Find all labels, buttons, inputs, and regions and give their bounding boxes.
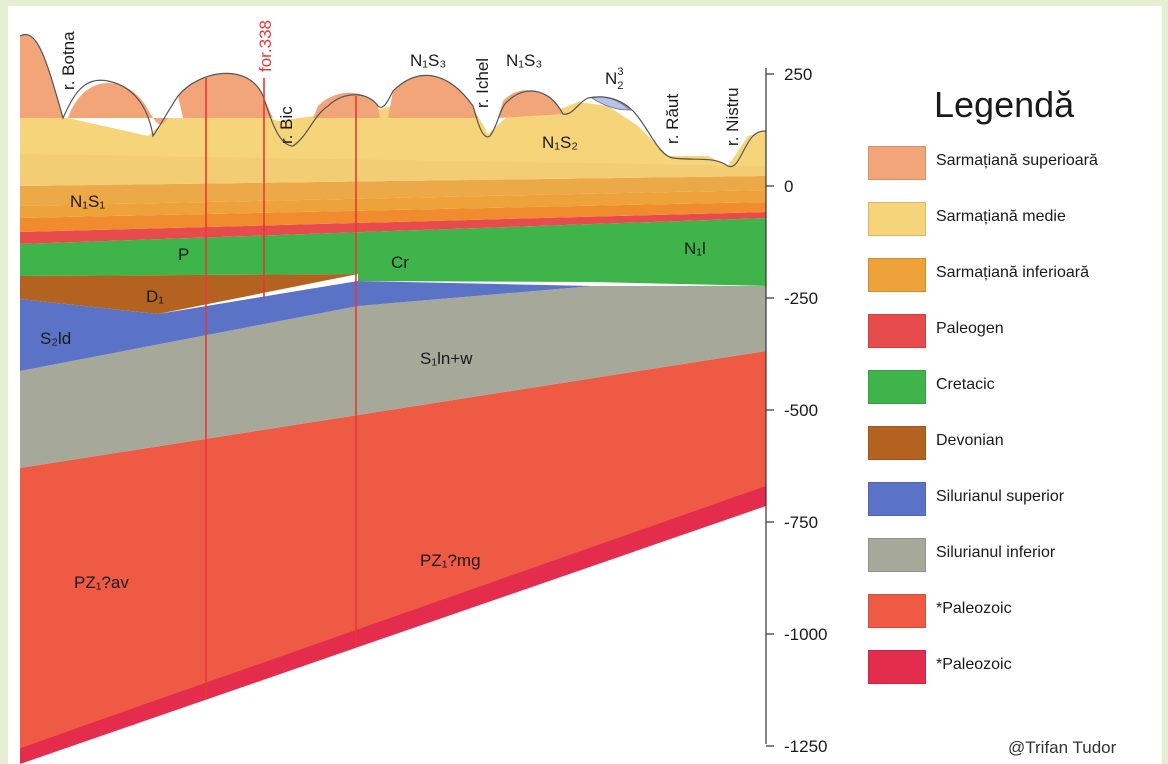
legend-label: *Paleozoic [936,600,1012,617]
topography-line [19,33,767,168]
legend-label: Sarmațiană inferioară [936,264,1089,281]
legend-swatch [868,202,926,236]
label-n1l: N₁l [684,239,706,258]
sarmatian-upper [20,34,563,125]
label-p: P [178,245,189,264]
legend-item: Silurianul inferior [868,538,1158,594]
axis-tick-label: -250 [784,289,818,308]
legend-item: Sarmațiană medie [868,202,1158,258]
legend-label: Sarmațiană superioară [936,152,1098,169]
devonian [20,274,358,314]
legend-swatch [868,650,926,684]
legend-item: Sarmațiană superioară [868,146,1158,202]
legend-label: Silurianul inferior [936,544,1056,561]
legend-items: Sarmațiană superioară Sarmațiană medie Sar… [868,146,1158,706]
figure-frame: N₁S₃ N₁S₃ N23 N₁S₂ N₁S₁ P Cr N₁l D₁ S₂ld… [8,6,1162,764]
legend-item: *Paleozoic [868,594,1158,650]
legend-swatch [868,258,926,292]
label-n1s2: N₁S₂ [542,133,578,152]
author-credit: @Trifan Tudor [1008,738,1117,757]
legend-title: Legendă [934,84,1075,125]
legend: Legendă Sarmațiană superioară Sarmațiană … [868,84,1158,706]
legend-swatch [868,594,926,628]
legend-swatch [868,314,926,348]
label-pz1mg: PZ₁?mg [420,551,481,570]
river-label-ichel: r. Ichel [473,58,492,108]
legend-item: Paleogen [868,314,1158,370]
legend-swatch [868,146,926,180]
legend-label: *Paleozoic [936,656,1012,673]
legend-swatch [868,538,926,572]
label-n1s1: N₁S₁ [70,192,105,211]
label-s1lnw: S₁ln+w [420,349,473,368]
legend-label: Paleogen [936,320,1004,337]
legend-item: Silurianul superior [868,482,1158,538]
legend-swatch [868,482,926,516]
borehole-label: for.338 [256,20,275,72]
elevation-axis-ticks: 250 0 -250 -500 -750 -1000 -1250 [766,65,827,756]
axis-tick-label: -500 [784,401,818,420]
legend-item: *Paleozoic [868,650,1158,706]
legend-swatch [868,426,926,460]
river-label-bic: r. Bic [277,106,296,144]
label-pz1av: PZ₁?av [74,573,129,592]
legend-item: Sarmațiană inferioară [868,258,1158,314]
axis-tick-label: -1000 [784,625,827,644]
geological-cross-section: N₁S₃ N₁S₃ N23 N₁S₂ N₁S₁ P Cr N₁l D₁ S₂ld… [19,20,827,764]
silurian-upper [20,281,593,371]
legend-item: Cretacic [868,370,1158,426]
label-cr: Cr [391,253,409,272]
axis-tick-label: 0 [784,177,793,196]
legend-label: Silurianul superior [936,488,1065,505]
river-label-nistru: r. Nistru [723,87,742,146]
label-s2ld: S₂ld [40,329,71,348]
axis-tick-label: 250 [784,65,812,84]
axis-tick-label: -750 [784,513,818,532]
label-n1s3-left: N₁S₃ [410,51,446,70]
legend-label: Devonian [936,432,1004,449]
label-n2-3: N23 [605,66,624,92]
label-n1s3-right: N₁S₃ [506,51,542,70]
river-label-raut: r. Răut [663,94,682,144]
label-d1: D₁ [146,287,164,306]
axis-tick-label: -1250 [784,737,827,756]
legend-label: Cretacic [936,376,995,393]
legend-label: Sarmațiană medie [936,208,1066,225]
river-label-botna: r. Botna [59,31,78,90]
legend-item: Devonian [868,426,1158,482]
legend-swatch [868,370,926,404]
